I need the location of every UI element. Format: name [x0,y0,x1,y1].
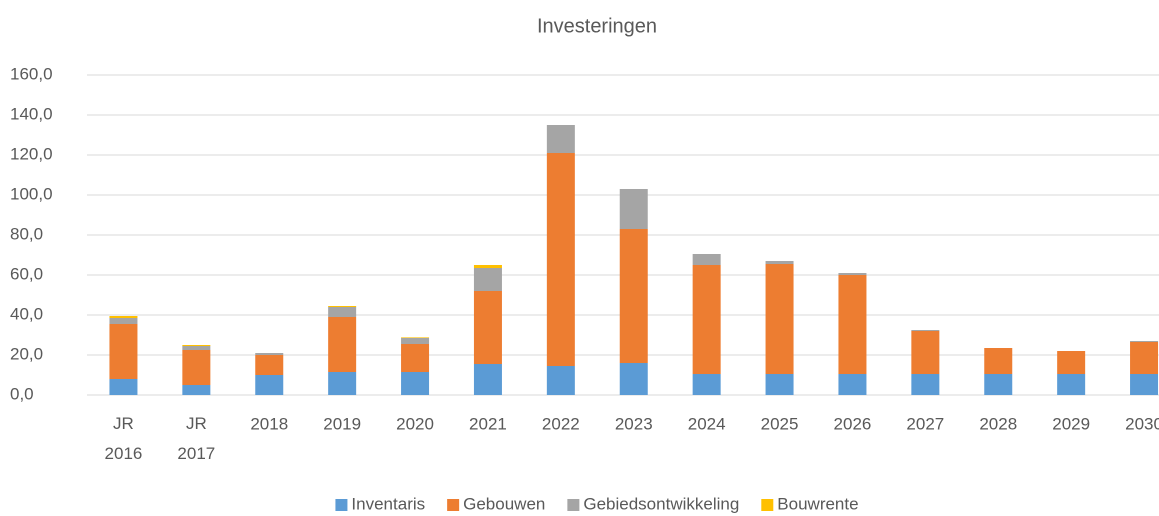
x-tick-label: 2019 [323,414,361,433]
x-tick-label: 2025 [761,414,799,433]
bar-segment [473,268,502,291]
bar-segment [1057,351,1086,374]
bar-segment [911,374,940,395]
y-tick-label: 80,0 [10,224,43,243]
legend-item: Gebouwen [447,494,545,513]
y-tick-label: 60,0 [10,264,43,283]
bar-segment [109,316,138,318]
x-tick-label: 2020 [396,414,434,433]
legend-label: Gebouwen [463,494,545,513]
bar-segment [182,385,211,395]
bar-segment [109,318,138,324]
bar-segment [255,355,284,375]
bar-segment [838,275,867,374]
bar-segment [328,317,357,372]
legend-label: Gebiedsontwikkeling [583,494,739,513]
bar-segment [328,306,357,307]
bar-segment [765,264,794,374]
legend-swatch [567,499,580,511]
legend-label: Inventaris [351,494,425,513]
y-tick-label: 140,0 [10,104,53,123]
bar-segment [911,330,940,331]
bar-segment [838,374,867,395]
legend-item: Gebiedsontwikkeling [567,494,739,513]
bar-segment [182,345,211,346]
bar-segment [984,348,1013,374]
y-tick-label: 100,0 [10,184,53,203]
bar-segment [401,372,430,395]
legend-swatch [447,499,460,511]
bar-segment [473,265,502,268]
x-tick-label: JR 2017 [177,414,215,463]
bar-segment [765,374,794,395]
bar-segment [838,273,867,275]
bar-segment [182,350,211,385]
legend-item: Bouwrente [761,494,859,513]
bar-segment [692,254,721,265]
x-tick-label: 2028 [979,414,1017,433]
x-tick-label: 2030 [1125,414,1159,433]
bar-segment [182,346,211,350]
bar-segment [255,375,284,395]
bar-segment [109,379,138,395]
bar-segment [546,366,575,395]
bar-segment [473,291,502,364]
legend-swatch [761,499,774,511]
x-tick-label: JR 2016 [105,414,143,463]
bar-segment [546,153,575,366]
bar-segment [401,338,430,344]
x-tick-label: 2029 [1052,414,1090,433]
legend-item: Inventaris [335,494,425,513]
bar-segment [328,307,357,317]
y-tick-label: 160,0 [10,64,53,83]
x-tick-label: 2022 [542,414,580,433]
legend-label: Bouwrente [777,494,858,513]
bar-segment [911,331,940,374]
bar-segment [692,374,721,395]
x-tick-label: 2018 [250,414,288,433]
bar-segment [1130,374,1159,395]
y-tick-label: 0,0 [10,384,34,403]
bar-segment [984,374,1013,395]
bar-segment [328,372,357,395]
chart-title: Investeringen [537,15,657,37]
bar-segment [619,363,648,395]
bar-segment [255,353,284,355]
legend-swatch [335,499,348,511]
bar-segment [619,189,648,229]
bar-segment [1130,342,1159,374]
y-tick-label: 40,0 [10,304,43,323]
x-tick-label: 2023 [615,414,653,433]
x-tick-label: 2027 [906,414,944,433]
bar-segment [546,125,575,153]
bar-segment [109,324,138,379]
x-tick-label: 2024 [688,414,726,433]
bar-segment [1057,374,1086,395]
bar-segment [473,364,502,395]
x-tick-label: 2026 [834,414,872,433]
bar-segment [692,265,721,374]
x-tick-label: 2021 [469,414,507,433]
bar-segment [401,337,430,338]
bar-segment [619,229,648,363]
y-tick-label: 20,0 [10,344,43,363]
y-tick-label: 120,0 [10,144,53,163]
bar-segment [1130,341,1159,342]
bar-segment [401,344,430,372]
bar-segment [765,261,794,264]
